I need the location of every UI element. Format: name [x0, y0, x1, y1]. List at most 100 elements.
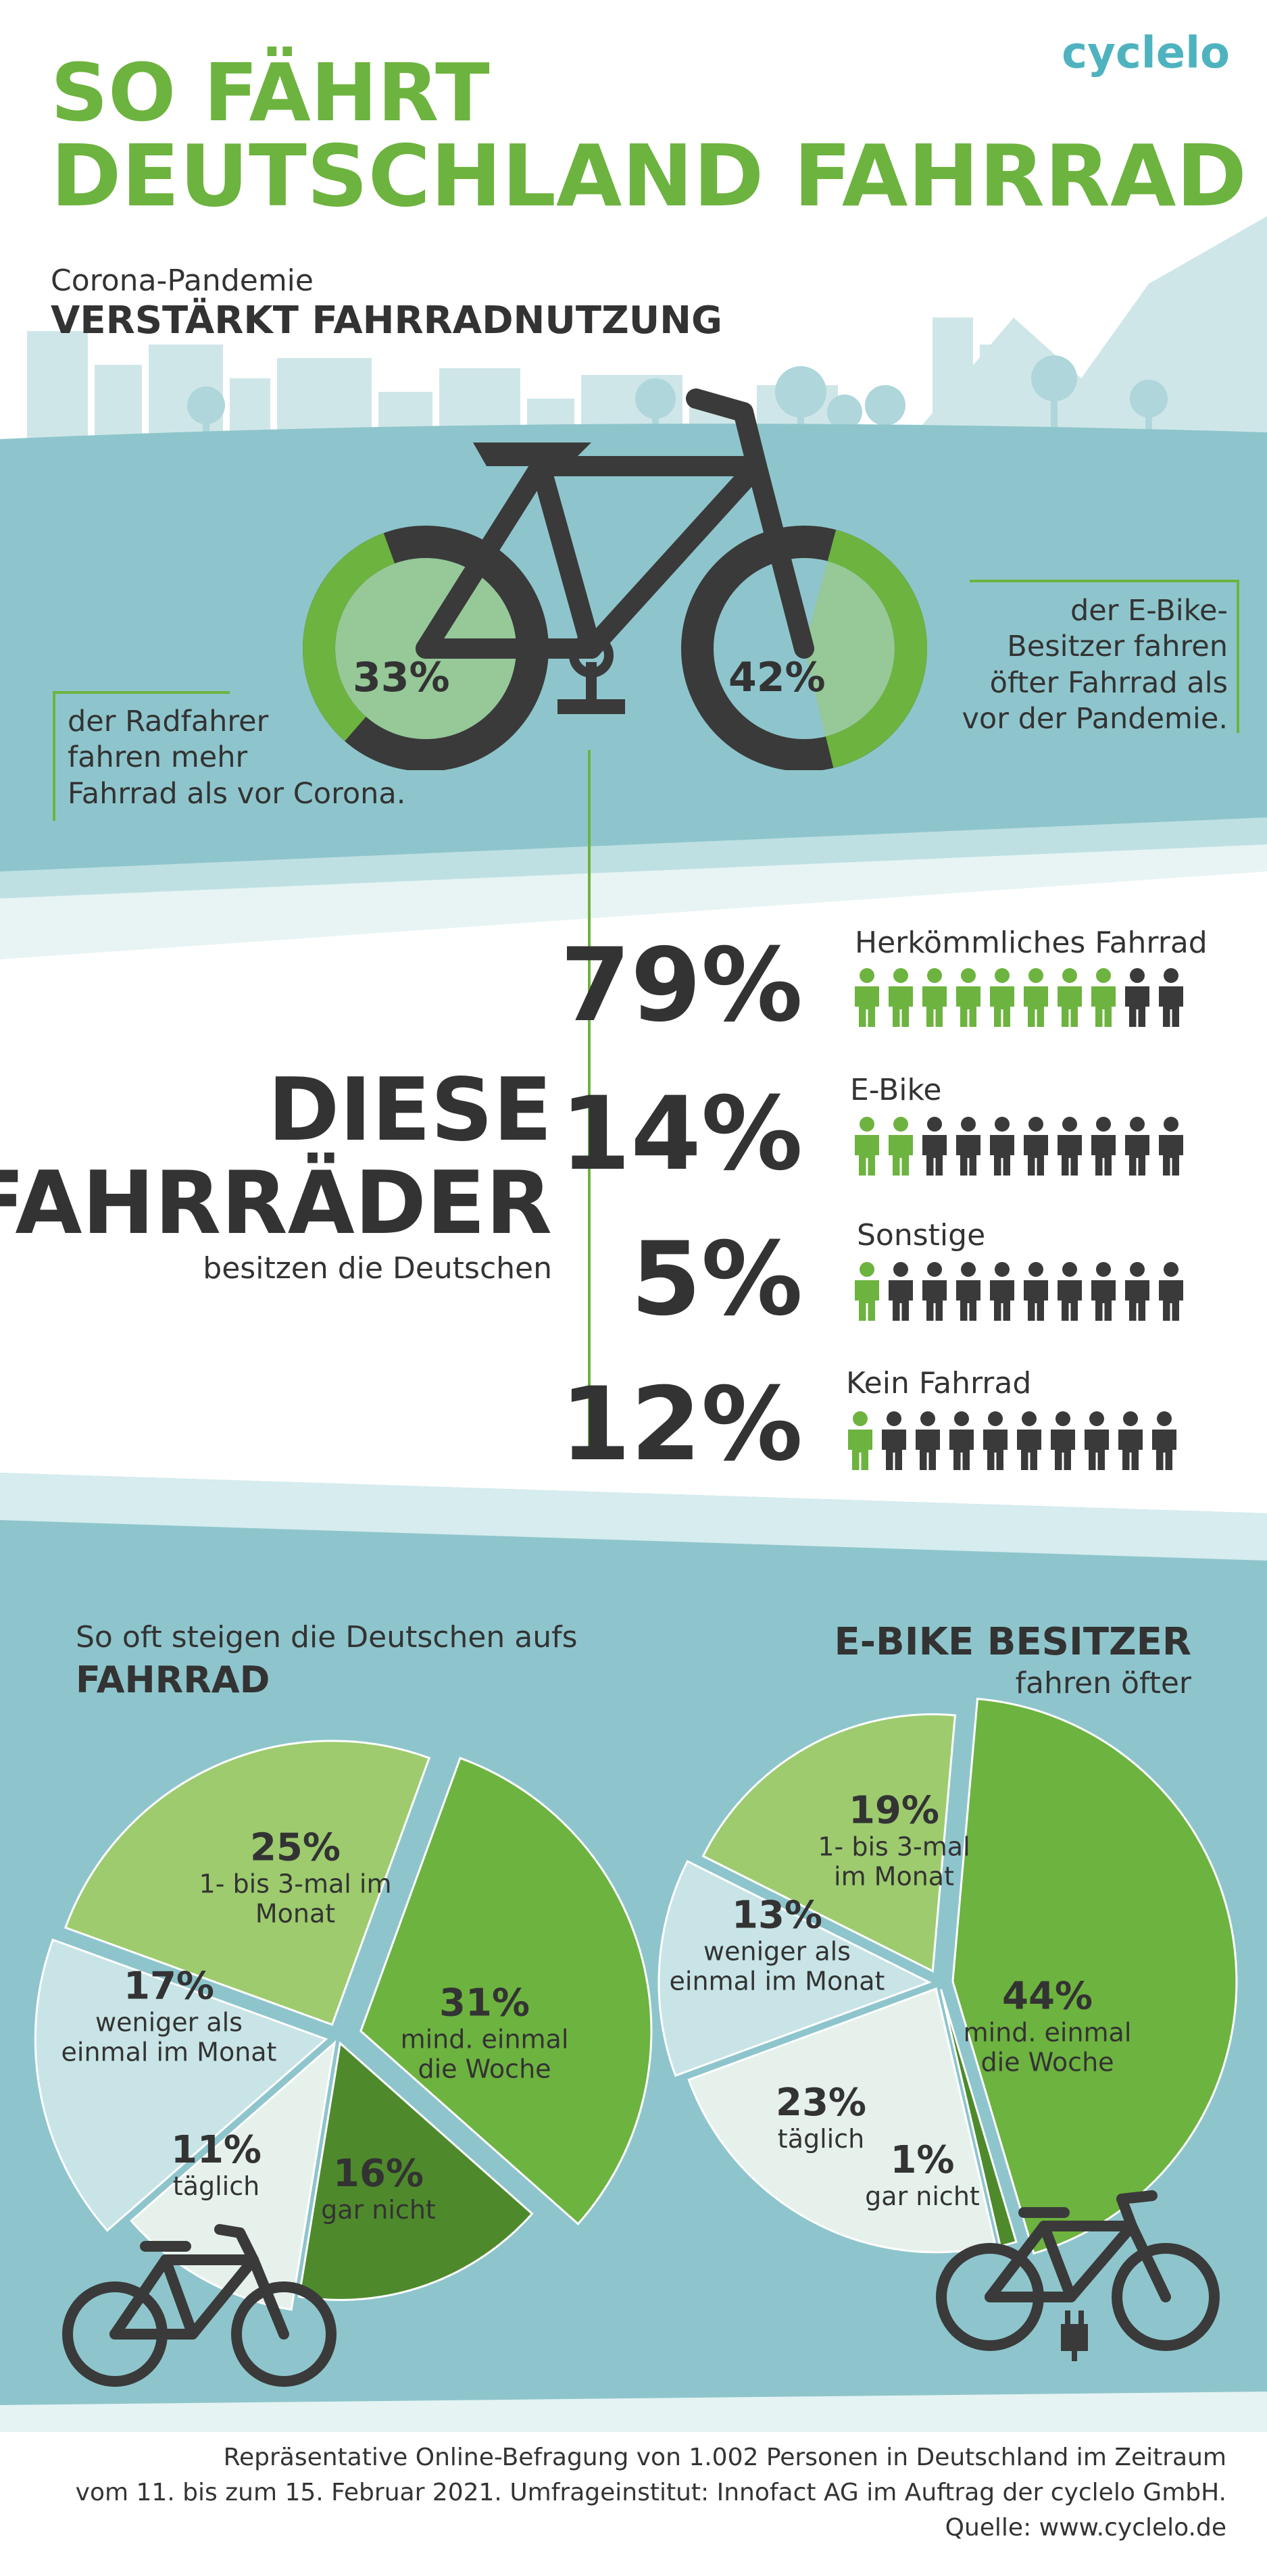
right-note-line: der E-Bike-: [1070, 594, 1228, 628]
ownership-heading: DIESE FAHRRÄDER: [0, 1060, 552, 1255]
person-icon-green: [1091, 968, 1116, 1027]
person-icon-row: [848, 1411, 1176, 1470]
slice-text: im Monat: [834, 1861, 954, 1892]
person-icon-row: [855, 968, 1183, 1027]
slice-percent: 11%: [170, 2127, 262, 2172]
ownership-subheading: besitzen die Deutschen: [203, 1251, 552, 1286]
slice-text: Monat: [255, 1898, 336, 1929]
ownership-label: Herkömmliches Fahrrad: [855, 926, 1208, 960]
corona-subtitle: Corona-Pandemie: [51, 263, 314, 298]
ownership-row: 12% Kein Fahrrad: [560, 1358, 1230, 1486]
person-icon: [916, 1411, 940, 1470]
slice-percent: 23%: [775, 2080, 867, 2125]
ebike-icon: [936, 2190, 1220, 2361]
left-note-bracket: [53, 691, 230, 821]
page-title-line1: SO FÄHRT: [51, 46, 490, 139]
slice-text: 1- bis 3-mal: [818, 1831, 970, 1861]
person-icon-green: [990, 968, 1014, 1027]
person-icon: [990, 1262, 1014, 1321]
slice-percent: 17%: [123, 1964, 215, 2009]
ownership-heading-line1: DIESE: [268, 1060, 552, 1161]
left-pie-heading-bold: FAHRRAD: [76, 1659, 270, 1701]
right-pie-label: 44% mind. einmal die Woche: [964, 1975, 1132, 2077]
slice-text: 1- bis 3-mal im: [199, 1868, 392, 1898]
corona-headline: VERSTÄRKT FAHRRADNUTZUNG: [51, 299, 722, 343]
left-pie-label: 17% weniger als einmal im Monat: [61, 1965, 277, 2067]
person-icon: [922, 1262, 947, 1321]
slice-text: mind. einmal: [963, 2017, 1132, 2047]
slice-percent: 44%: [1001, 1974, 1093, 2019]
bike-frame: [416, 388, 814, 659]
person-icon: [1159, 968, 1183, 1027]
person-icon-green: [889, 1117, 913, 1176]
left-pie-slice: [297, 2041, 534, 2301]
right-pie-label: 13% weniger als einmal im Monat: [670, 1894, 885, 1996]
teal-stripe-light: [0, 844, 1267, 959]
footer-line: Repräsentative Online-Befragung von 1.00…: [223, 2444, 1226, 2471]
left-pie-label: 25% 1- bis 3-mal im Monat: [199, 1827, 392, 1929]
ownership-row: 5% Sonstige: [630, 1213, 1230, 1341]
person-icon-green: [855, 1262, 879, 1321]
person-icon: [1125, 1262, 1149, 1321]
rear-wheel-progress-arc: [303, 532, 395, 741]
ownership-percent: 12%: [560, 1366, 803, 1484]
footer-source: Repräsentative Online-Befragung von 1.00…: [76, 2440, 1226, 2546]
ownership-row: 79% Herkömmliches Fahrrad: [560, 919, 1230, 1047]
ownership-heading-line2: FAHRRÄDER: [0, 1153, 552, 1255]
person-icon-green: [922, 968, 947, 1027]
rear-wheel: [303, 526, 549, 770]
brand-logo: cyclelo: [1062, 28, 1230, 78]
right-pie-label: 19% 1- bis 3-mal im Monat: [818, 1790, 970, 1892]
ownership-percent: 79%: [560, 927, 803, 1044]
slice-text: weniger als: [703, 1936, 851, 1966]
right-pie-heading: fahren öfter: [1015, 1666, 1191, 1700]
pedal-icon: [557, 633, 625, 714]
person-icon: [1024, 1262, 1048, 1321]
person-icon-green: [889, 968, 913, 1027]
ownership-label: Kein Fahrrad: [846, 1366, 1032, 1400]
front-wheel-fill: [804, 561, 895, 737]
ownership-percent: 5%: [630, 1221, 803, 1338]
left-pie-slice: [34, 1938, 328, 2232]
page-title-line2: DEUTSCHLAND FAHRRAD: [51, 126, 1247, 226]
plug-icon: [1061, 2310, 1088, 2361]
left-note-line: der Radfahrer: [68, 705, 269, 738]
teal-band-top: [0, 424, 1267, 878]
slice-text: die Woche: [980, 2047, 1114, 2077]
person-icon: [1024, 1117, 1048, 1176]
person-icon-green: [855, 968, 879, 1027]
person-icon: [1159, 1262, 1183, 1321]
person-icon: [990, 1117, 1014, 1176]
left-pie-label: 31% mind. einmal die Woche: [401, 1982, 569, 2084]
person-icon: [1125, 968, 1149, 1027]
person-icon: [1159, 1117, 1183, 1176]
person-icon: [1091, 1262, 1116, 1321]
right-pie-label: 23% täglich: [776, 2082, 866, 2154]
person-icon: [949, 1411, 974, 1470]
right-pie-slice: [687, 1987, 997, 2254]
person-icon-green: [1024, 968, 1048, 1027]
bicycle-illustration: [303, 388, 927, 770]
left-pie-label: 11% täglich: [171, 2129, 262, 2201]
rear-wheel-percent: 33%: [353, 654, 450, 701]
slice-percent: 1%: [890, 2138, 955, 2182]
footer-line: Quelle: www.cyclelo.de: [945, 2514, 1226, 2542]
slice-percent: 25%: [249, 1825, 341, 1870]
person-icon: [882, 1411, 906, 1470]
person-icon: [922, 1117, 947, 1176]
slice-text: einmal im Monat: [61, 2037, 277, 2067]
teal-stripe-footer: [0, 2392, 1267, 2432]
front-wheel: [681, 526, 927, 770]
slice-percent: 31%: [439, 1981, 530, 2025]
teal-stripe-bottom: [0, 1473, 1267, 1561]
right-pie-slice: [657, 1860, 932, 2077]
person-icon-green: [855, 1117, 879, 1176]
right-note-line: vor der Pandemie.: [962, 701, 1228, 736]
left-pie-heading: So oft steigen die Deutschen aufs: [76, 1620, 578, 1655]
slice-text: gar nicht: [865, 2181, 980, 2211]
person-icon: [1017, 1411, 1041, 1470]
front-wheel-progress-arc: [825, 530, 927, 768]
slice-text: die Woche: [418, 2054, 551, 2084]
person-icon: [1085, 1411, 1109, 1470]
